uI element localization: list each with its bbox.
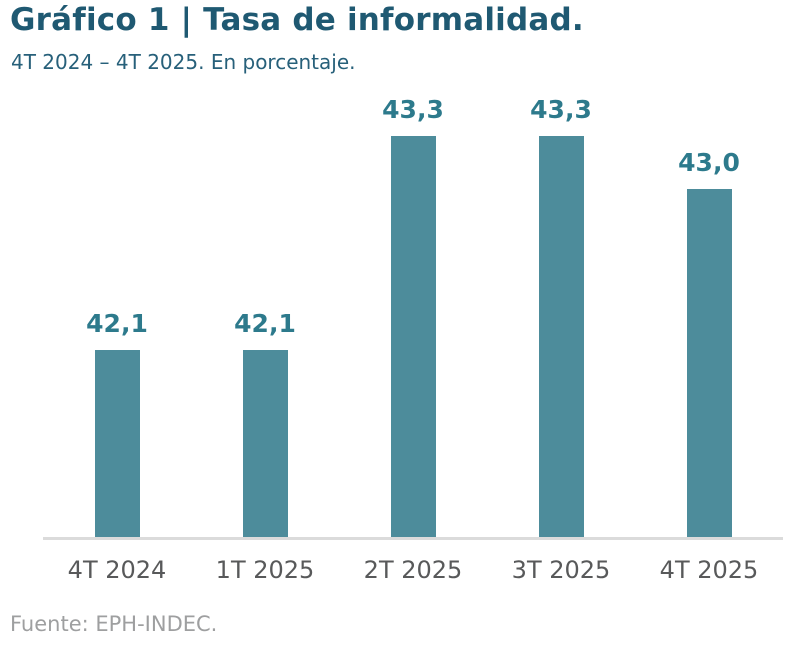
bar-value-label: 43,3 [530,95,592,124]
x-axis-label: 4T 2024 [67,556,167,584]
x-axis-label: 3T 2025 [511,556,611,584]
x-axis-label: 1T 2025 [215,556,315,584]
bar-value-label: 43,3 [382,95,444,124]
bar-value-label: 42,1 [234,309,296,338]
source-note: Fuente: EPH-INDEC. [10,612,218,636]
x-axis-label: 4T 2025 [659,556,759,584]
bar [94,350,140,537]
bar [538,136,584,537]
bar-value-label: 43,0 [678,148,740,177]
plot-area: 42,1 42,1 43,3 43,3 43,0 [43,95,783,540]
x-axis-baseline [43,537,783,540]
bar [686,189,732,537]
bar [242,350,288,537]
chart-title: Gráfico 1 | Tasa de informalidad. [10,2,584,38]
x-axis-labels: 4T 2024 1T 2025 2T 2025 3T 2025 4T 2025 [43,556,783,588]
bar [390,136,436,537]
chart-subtitle: 4T 2024 – 4T 2025. En porcentaje. [11,50,356,74]
x-axis-label: 2T 2025 [363,556,463,584]
bar-value-label: 42,1 [86,309,148,338]
